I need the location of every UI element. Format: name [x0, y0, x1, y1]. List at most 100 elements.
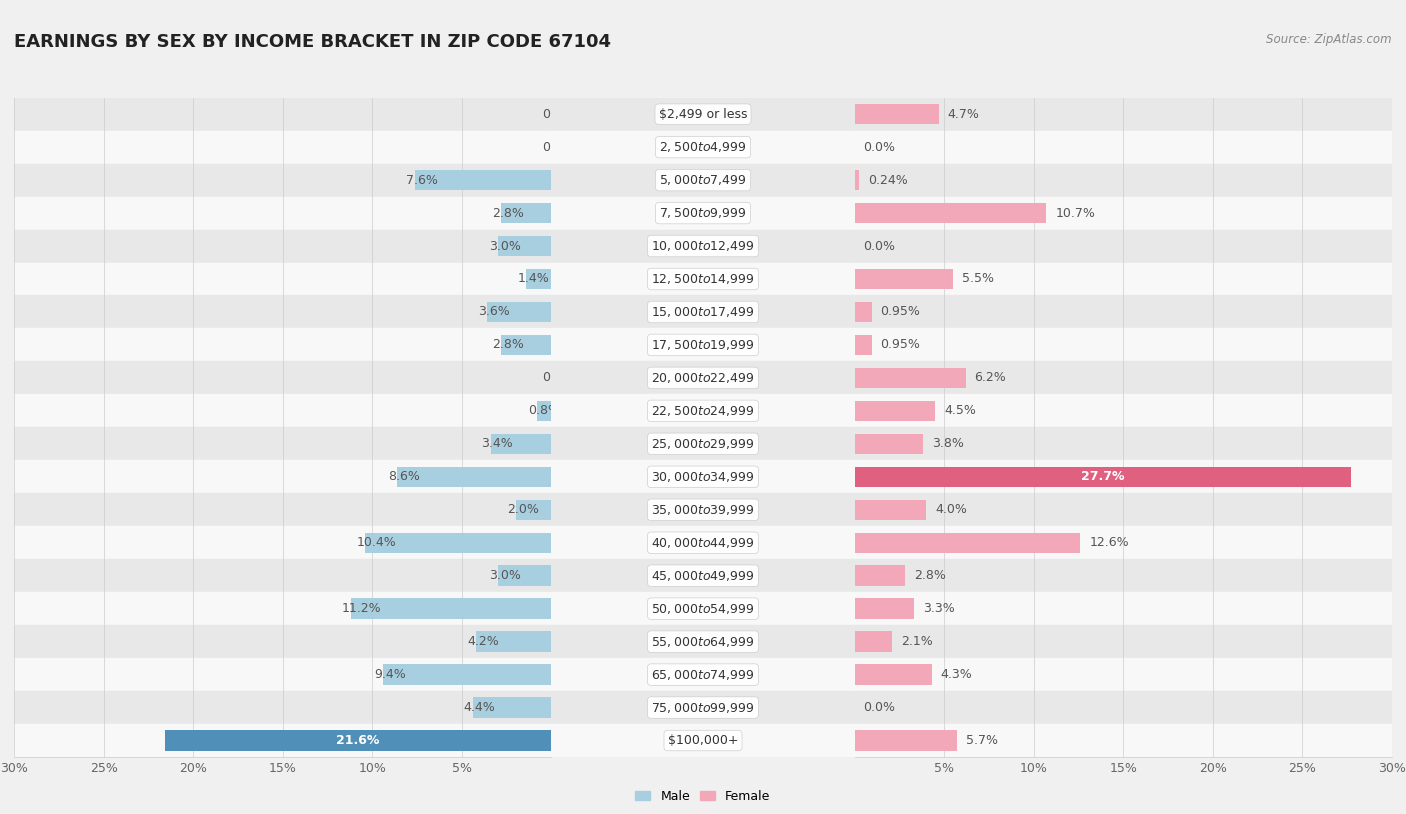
Text: $5,000 to $7,499: $5,000 to $7,499 — [659, 173, 747, 187]
Bar — [486, 302, 551, 322]
Bar — [855, 130, 1392, 164]
Text: $15,000 to $17,499: $15,000 to $17,499 — [651, 305, 755, 319]
Bar — [855, 302, 872, 322]
Bar — [855, 262, 1392, 295]
Text: 10.4%: 10.4% — [356, 536, 396, 549]
Text: 4.5%: 4.5% — [945, 405, 976, 418]
Text: $75,000 to $99,999: $75,000 to $99,999 — [651, 701, 755, 715]
Text: 0.95%: 0.95% — [880, 305, 921, 318]
Bar — [14, 527, 551, 559]
Bar — [855, 593, 1392, 625]
Bar — [551, 98, 855, 130]
Bar — [551, 593, 855, 625]
Bar — [14, 625, 551, 658]
Bar — [855, 329, 1392, 361]
Bar — [14, 130, 551, 164]
Bar — [537, 400, 551, 421]
Bar — [551, 427, 855, 461]
Bar — [551, 130, 855, 164]
Bar — [551, 295, 855, 328]
Text: $45,000 to $49,999: $45,000 to $49,999 — [651, 569, 755, 583]
Text: 0.0%: 0.0% — [543, 141, 575, 154]
Bar — [855, 400, 935, 421]
Text: 0.24%: 0.24% — [868, 173, 907, 186]
Bar — [855, 98, 1392, 130]
Bar — [472, 698, 551, 718]
Bar — [366, 532, 551, 553]
Bar — [855, 295, 1392, 328]
Text: 3.8%: 3.8% — [932, 437, 963, 450]
Bar — [14, 262, 551, 295]
Text: 2.0%: 2.0% — [506, 503, 538, 516]
Text: 5.5%: 5.5% — [962, 273, 994, 286]
Bar — [14, 427, 551, 461]
Text: 9.4%: 9.4% — [374, 668, 406, 681]
Bar — [491, 434, 551, 454]
Text: $2,500 to $4,999: $2,500 to $4,999 — [659, 140, 747, 154]
Bar — [551, 196, 855, 230]
Text: 0.0%: 0.0% — [863, 141, 896, 154]
Bar — [498, 236, 551, 256]
Bar — [855, 434, 922, 454]
Bar — [14, 295, 551, 328]
Text: 4.7%: 4.7% — [948, 107, 980, 120]
Bar — [855, 632, 893, 652]
Bar — [855, 730, 956, 751]
Bar — [855, 625, 1392, 658]
Text: $100,000+: $100,000+ — [668, 734, 738, 747]
Text: 27.7%: 27.7% — [1081, 470, 1125, 484]
Text: 2.8%: 2.8% — [492, 207, 524, 220]
Bar — [14, 724, 551, 757]
Text: 4.2%: 4.2% — [467, 635, 499, 648]
Text: 21.6%: 21.6% — [336, 734, 380, 747]
Bar — [855, 724, 1392, 757]
Bar — [855, 335, 872, 355]
Bar — [855, 203, 1046, 223]
Bar — [502, 203, 551, 223]
Bar — [551, 493, 855, 526]
Bar — [498, 566, 551, 586]
Bar — [551, 230, 855, 262]
Bar — [855, 559, 1392, 593]
Text: $10,000 to $12,499: $10,000 to $12,499 — [651, 239, 755, 253]
Text: $40,000 to $44,999: $40,000 to $44,999 — [651, 536, 755, 549]
Bar — [855, 269, 953, 289]
Text: 1.4%: 1.4% — [517, 273, 550, 286]
Text: 0.0%: 0.0% — [543, 371, 575, 384]
Text: 8.6%: 8.6% — [388, 470, 420, 484]
Bar — [551, 724, 855, 757]
Bar — [14, 593, 551, 625]
Text: 3.0%: 3.0% — [489, 569, 520, 582]
Bar — [526, 269, 551, 289]
Bar — [14, 361, 551, 395]
Bar — [551, 527, 855, 559]
Bar — [551, 625, 855, 658]
Text: EARNINGS BY SEX BY INCOME BRACKET IN ZIP CODE 67104: EARNINGS BY SEX BY INCOME BRACKET IN ZIP… — [14, 33, 612, 50]
Bar — [855, 427, 1392, 461]
Bar — [14, 98, 551, 130]
Bar — [855, 196, 1392, 230]
Bar — [382, 664, 551, 685]
Text: $55,000 to $64,999: $55,000 to $64,999 — [651, 635, 755, 649]
Bar — [855, 170, 859, 190]
Bar — [415, 170, 551, 190]
Bar — [14, 164, 551, 196]
Bar — [551, 559, 855, 593]
Text: $22,500 to $24,999: $22,500 to $24,999 — [651, 404, 755, 418]
Text: 3.0%: 3.0% — [489, 239, 520, 252]
Bar — [352, 598, 551, 619]
Text: $17,500 to $19,999: $17,500 to $19,999 — [651, 338, 755, 352]
Text: $35,000 to $39,999: $35,000 to $39,999 — [651, 503, 755, 517]
Text: 11.2%: 11.2% — [342, 602, 381, 615]
Bar — [551, 329, 855, 361]
Bar — [14, 461, 551, 493]
Text: 4.0%: 4.0% — [935, 503, 967, 516]
Text: 5.7%: 5.7% — [966, 734, 998, 747]
Bar — [855, 104, 939, 125]
Bar — [855, 566, 904, 586]
Bar — [855, 664, 932, 685]
Bar — [551, 658, 855, 691]
Text: 3.3%: 3.3% — [922, 602, 955, 615]
Bar — [516, 500, 551, 520]
Text: 0.0%: 0.0% — [543, 107, 575, 120]
